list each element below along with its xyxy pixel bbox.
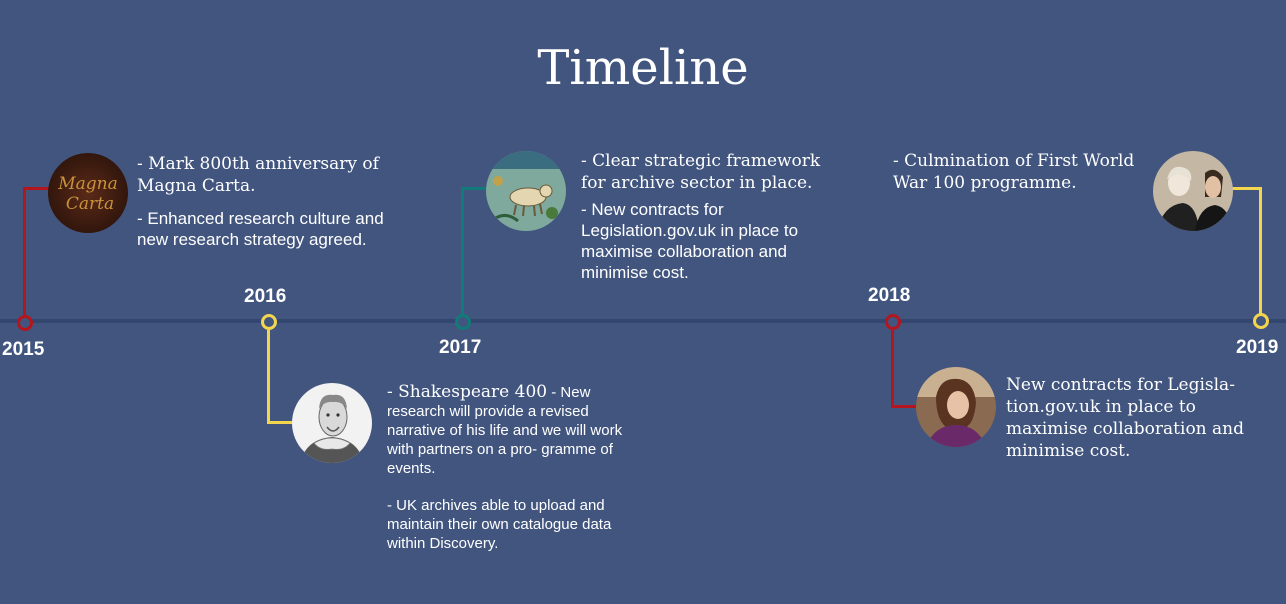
entry-2015-paragraph-2: - Enhanced research culture and new rese… [137, 209, 384, 249]
year-label-2017: 2017 [439, 337, 482, 358]
year-label-2015: 2015 [2, 339, 45, 360]
entry-2017-text: - Clear strategic framework for archive … [581, 150, 831, 204]
entry-2016-paragraph-1: - Shakespeare 400 - New research will pr… [387, 383, 637, 478]
timeline-marker-2019[interactable] [1253, 313, 1269, 329]
connector-2018-h [891, 405, 919, 408]
entry-2019-paragraph-1: - Culmination of First World War 100 pro… [893, 151, 1135, 193]
researcher-photo-image [916, 367, 996, 447]
entry-2017-paragraph-2: - New contracts for Legislation.gov.uk i… [581, 200, 799, 282]
connector-2019-h [1230, 187, 1262, 190]
ww1-programme-image [1153, 151, 1233, 231]
connector-2018 [891, 330, 894, 408]
connector-2016-h [267, 421, 295, 424]
timeline-marker-2017[interactable] [455, 314, 471, 330]
entry-2015-text: - Mark 800th anniversary of Magna Carta. [137, 153, 397, 207]
entry-2016-paragraph-2: - UK archives able to upload and maintai… [387, 497, 612, 552]
connector-2017 [461, 187, 464, 315]
entry-2015-text-2: - Enhanced research culture and new rese… [137, 208, 387, 260]
timeline-marker-2018[interactable] [885, 314, 901, 330]
entry-2018-text: New contracts for Legisla- tion.gov.uk i… [1006, 374, 1246, 472]
shakespeare-400-heading: - Shakespeare 400 [387, 382, 548, 402]
year-label-2016: 2016 [244, 286, 287, 307]
magna-carta-image: Magna Carta [48, 153, 128, 233]
entry-2016-text: - Shakespeare 400 - New research will pr… [387, 383, 637, 488]
timeline-marker-2015[interactable] [17, 315, 33, 331]
magna-carta-word-2: Carta [66, 194, 114, 214]
shakespeare-portrait-image [292, 383, 372, 463]
page-title: Timeline [537, 40, 749, 96]
year-label-2019: 2019 [1236, 337, 1279, 358]
entry-2015-paragraph-1: - Mark 800th anniversary of Magna Carta. [137, 154, 379, 196]
entry-2016-paragraph-1-body: - New research will provide a revised na… [387, 384, 623, 477]
connector-2016 [267, 330, 270, 424]
timeline-marker-2016[interactable] [261, 314, 277, 330]
entry-2018-paragraph-1: New contracts for Legisla- tion.gov.uk i… [1006, 375, 1244, 461]
connector-2015-h [23, 187, 50, 190]
timeline-axis [0, 319, 1286, 323]
entry-2019-text: - Culmination of First World War 100 pro… [893, 150, 1153, 204]
connector-2015 [23, 187, 26, 315]
medieval-manuscript-image [486, 151, 566, 231]
year-label-2018: 2018 [868, 285, 911, 306]
entry-2016-text-2: - UK archives able to upload and maintai… [387, 496, 649, 563]
entry-2017-paragraph-1: - Clear strategic framework for archive … [581, 151, 821, 193]
connector-2019 [1259, 187, 1262, 314]
magna-carta-word-1: Magna [57, 174, 118, 194]
connector-2017-h [461, 187, 489, 190]
entry-2017-text-2: - New contracts for Legislation.gov.uk i… [581, 199, 831, 293]
